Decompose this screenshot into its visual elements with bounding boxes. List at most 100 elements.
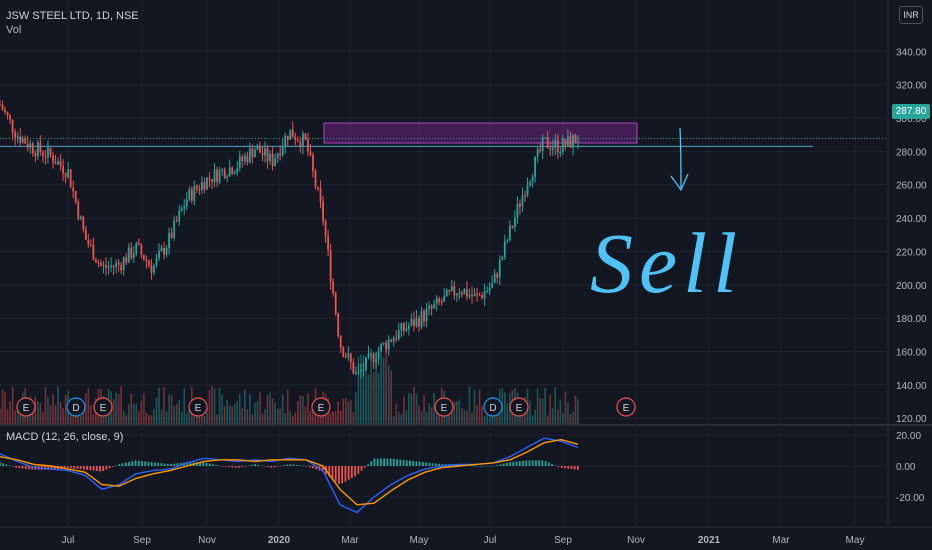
- candle-body: [478, 294, 481, 296]
- macd-histogram-bar: [299, 465, 302, 466]
- volume-bar: [392, 415, 395, 424]
- candle-body: [188, 189, 191, 200]
- volume-bar: [92, 413, 95, 424]
- macd-histogram-bar: [173, 463, 176, 466]
- volume-bar: [319, 409, 322, 424]
- volume-bar: [14, 410, 16, 424]
- volume-bar: [546, 415, 549, 424]
- macd-histogram-bar: [289, 464, 292, 466]
- candle-body: [476, 293, 478, 295]
- macd-histogram-bar: [415, 461, 418, 466]
- volume-bar: [569, 414, 572, 424]
- candle-body: [503, 241, 506, 257]
- macd-histogram-bar: [473, 465, 476, 467]
- volume-bar: [274, 402, 276, 424]
- macd-histogram-bar: [260, 465, 263, 467]
- candle-body: [385, 342, 388, 350]
- volume-label: Vol: [6, 24, 22, 36]
- earnings-marker[interactable]: E: [311, 397, 331, 417]
- x-tick-label: Jul: [484, 535, 497, 546]
- candle-body: [392, 337, 395, 342]
- macd-histogram-bar: [63, 466, 66, 469]
- earnings-marker[interactable]: E: [616, 397, 636, 417]
- volume-bar: [312, 405, 314, 424]
- earnings-marker[interactable]: E: [16, 397, 36, 417]
- dividend-marker[interactable]: D: [66, 397, 86, 417]
- y-tick-label: 320.00: [896, 81, 927, 92]
- volume-bar: [39, 402, 42, 424]
- volume-bar: [254, 402, 256, 424]
- candle-body: [498, 259, 501, 278]
- volume-bar: [37, 401, 39, 424]
- candle-body: [448, 289, 451, 291]
- candle-body: [360, 370, 362, 372]
- macd-histogram-bar: [380, 458, 382, 466]
- candle-body: [107, 266, 110, 269]
- macd-histogram-bar: [231, 466, 234, 468]
- candle-body: [296, 140, 299, 142]
- macd-histogram-bar: [338, 466, 340, 484]
- macd-histogram-bar: [522, 460, 524, 466]
- volume-bar: [168, 394, 170, 424]
- candle-body: [526, 185, 529, 196]
- candle-body: [463, 289, 466, 295]
- macd-pane: [0, 426, 888, 526]
- candle-body: [0, 104, 1, 106]
- volume-bar: [448, 407, 451, 424]
- macd-histogram-bar: [434, 463, 437, 466]
- candle-body: [347, 353, 350, 358]
- candle-body: [334, 293, 337, 314]
- macd-histogram-bar: [367, 464, 369, 466]
- macd-histogram-bar: [564, 466, 566, 469]
- volume-bar: [0, 408, 1, 424]
- currency-badge[interactable]: INR: [899, 6, 923, 24]
- macd-histogram-bar: [157, 462, 160, 466]
- volume-bar: [115, 392, 117, 424]
- candle-body: [556, 140, 559, 153]
- volume-bar: [226, 400, 228, 424]
- earnings-marker[interactable]: E: [188, 397, 208, 417]
- volume-bar: [481, 406, 483, 424]
- volume-bar: [276, 408, 279, 424]
- candle-body: [201, 181, 203, 191]
- candle-body: [460, 292, 463, 295]
- earnings-marker[interactable]: E: [434, 397, 454, 417]
- earnings-marker[interactable]: E: [509, 397, 529, 417]
- volume-bar: [279, 408, 281, 424]
- candle-body: [259, 146, 261, 153]
- volume-bar: [572, 411, 574, 424]
- volume-bar: [173, 405, 175, 424]
- candle-body: [74, 191, 77, 202]
- event-marker-label: E: [318, 403, 325, 414]
- volume-bar: [488, 410, 491, 424]
- volume-bar: [554, 387, 557, 424]
- event-marker-circle: [93, 397, 113, 417]
- macd-histogram-bar: [21, 466, 24, 469]
- y-tick-label: 180.00: [896, 314, 927, 325]
- earnings-marker[interactable]: E: [93, 397, 113, 417]
- volume-bar: [420, 411, 423, 424]
- volume-bar: [64, 395, 67, 424]
- candle-body: [430, 305, 433, 309]
- candle-body: [264, 148, 266, 156]
- volume-bar: [286, 389, 289, 424]
- volume-bar: [362, 354, 365, 424]
- macd-histogram-bar: [554, 465, 557, 466]
- volume-bar: [117, 394, 120, 424]
- volume-bar: [244, 390, 246, 424]
- volume-bar: [145, 412, 148, 424]
- macd-histogram-bar: [270, 466, 273, 468]
- macd-histogram-bar: [267, 466, 269, 467]
- candle-body: [352, 362, 355, 374]
- macd-histogram-bar: [15, 466, 17, 468]
- volume-bar: [183, 388, 186, 424]
- candle-body: [488, 287, 491, 291]
- candle-body: [327, 236, 330, 251]
- volume-bar: [334, 411, 337, 424]
- dividend-marker[interactable]: D: [483, 397, 503, 417]
- candle-body: [299, 141, 302, 147]
- candle-body: [564, 138, 567, 146]
- candle-body: [178, 210, 181, 222]
- candle-body: [445, 289, 448, 296]
